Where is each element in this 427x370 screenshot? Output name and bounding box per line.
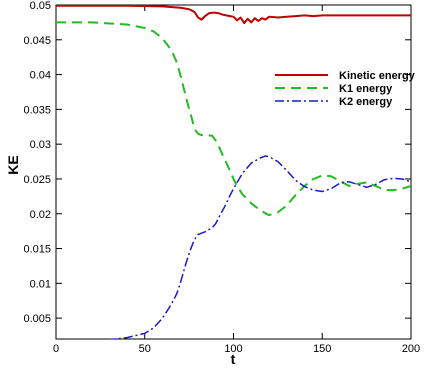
legend-label-k1-energy: K1 energy bbox=[339, 83, 393, 95]
legend: Kinetic energy K1 energy K2 energy bbox=[275, 70, 416, 108]
y-tick-label: 0.045 bbox=[23, 35, 51, 47]
x-tick-label: 50 bbox=[139, 343, 151, 355]
series-line-k1-energy bbox=[56, 21, 411, 217]
x-tick-label: 200 bbox=[402, 343, 420, 355]
legend-label-k2-energy: K2 energy bbox=[339, 96, 393, 108]
y-tick-label: 0.035 bbox=[23, 104, 51, 116]
y-tick-label: 0.005 bbox=[23, 313, 51, 325]
x-tick-label: 0 bbox=[53, 343, 59, 355]
y-tick-label: 0.03 bbox=[30, 139, 51, 151]
x-tick-label: 150 bbox=[313, 343, 331, 355]
series-layer bbox=[56, 5, 411, 339]
y-tick-label: 0.04 bbox=[30, 70, 51, 82]
y-tick-label: 0.025 bbox=[23, 174, 51, 186]
y-tick-label: 0.015 bbox=[23, 244, 51, 256]
series-line-k2-energy bbox=[108, 155, 411, 339]
x-axis-title: t bbox=[231, 351, 236, 367]
y-tick-label: 0.02 bbox=[30, 209, 51, 221]
series-line-kinetic-energy bbox=[56, 5, 411, 25]
legend-label-kinetic-energy: Kinetic energy bbox=[339, 70, 416, 82]
x-tick-label: 100 bbox=[224, 343, 242, 355]
y-tick-label: 0.01 bbox=[30, 278, 51, 290]
plot-frame bbox=[55, 4, 412, 340]
tick-group: 0 50 100 150 200 0.005 0.01 0.015 0.02 0.025 0.03 0… bbox=[23, 0, 420, 355]
y-axis-title: KE bbox=[5, 155, 21, 174]
y-tick-label: 0.05 bbox=[30, 0, 51, 12]
